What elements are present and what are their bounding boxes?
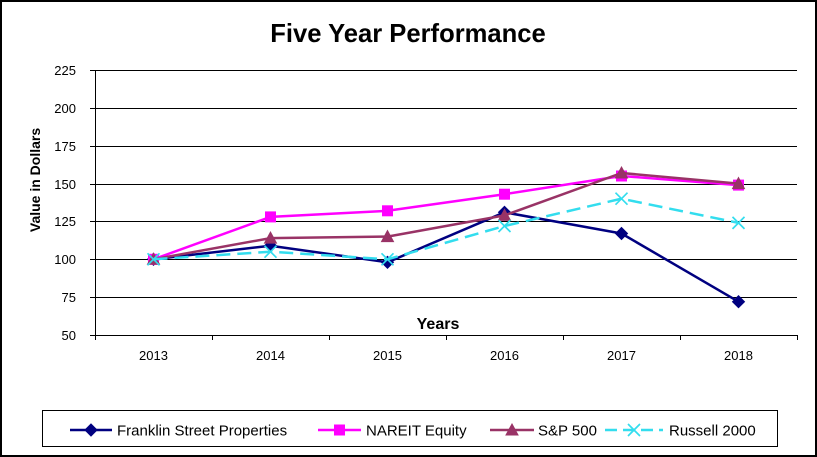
- y-tick-label: 75: [62, 290, 76, 305]
- legend-item: Franklin Street Properties: [70, 423, 287, 440]
- legend-marker: [334, 424, 345, 436]
- russell-2000-point: [731, 216, 746, 230]
- russell-2000-series: [146, 192, 746, 266]
- x-tick-label: 2016: [490, 348, 519, 363]
- y-tick-label: 150: [54, 177, 76, 192]
- legend-item: Russell 2000: [605, 423, 756, 440]
- legend-label: S&P 500: [538, 423, 597, 440]
- s-p-500-point: [380, 229, 395, 243]
- plot-series: [146, 165, 746, 309]
- x-tick-label: 2017: [607, 348, 636, 363]
- axes: 50 75 100 125 150 175 200 225 2013 2014 2015 2016 20…: [54, 63, 798, 363]
- y-tick-label: 100: [54, 252, 76, 267]
- nareit-equity-point: [499, 188, 510, 200]
- legend-item: S&P 500: [490, 423, 597, 440]
- russell-2000-point: [497, 219, 512, 233]
- russell-2000-point: [146, 252, 161, 266]
- nareit-equity-line: [153, 174, 739, 261]
- russell-2000-point: [380, 252, 395, 266]
- y-tick-label: 50: [62, 328, 76, 343]
- y-tick-label: 125: [54, 214, 76, 229]
- x-axis-title: Years: [417, 316, 460, 333]
- franklin-street-properties-point: [614, 226, 629, 241]
- nareit-equity-point: [382, 205, 393, 217]
- s-p-500-point: [614, 165, 629, 179]
- nareit-equity-point: [265, 211, 276, 223]
- x-tick-label: 2014: [256, 348, 285, 363]
- legend: Franklin Street Properties NAREIT Equity S…: [42, 410, 778, 447]
- franklin-street-properties-series: [146, 205, 746, 309]
- s-p-500-point: [497, 208, 512, 221]
- franklin-street-properties-line: [153, 211, 740, 303]
- s-p-500-point: [731, 176, 746, 190]
- x-tick-label: 2015: [373, 348, 402, 363]
- chart-title: Five Year Performance: [270, 20, 546, 48]
- y-tick-label: 200: [54, 101, 76, 116]
- legend-marker: [505, 422, 519, 436]
- s-p-500-line: [153, 171, 739, 261]
- franklin-street-properties-point: [731, 294, 746, 309]
- legend-label: NAREIT Equity: [366, 423, 467, 440]
- legend-box: [42, 410, 778, 447]
- russell-2000-point: [263, 245, 278, 259]
- y-axis-title: Value in Dollars: [27, 128, 43, 232]
- russell-2000-line: [153, 197, 739, 261]
- s-p-500-point: [263, 231, 278, 244]
- y-tick-label: 225: [54, 63, 76, 78]
- legend-marker: [84, 423, 98, 437]
- x-tick-label: 2013: [139, 348, 168, 363]
- gridlines: [95, 70, 797, 298]
- legend-item: NAREIT Equity: [318, 423, 467, 440]
- russell-2000-point: [614, 192, 629, 206]
- legend-label: Franklin Street Properties: [117, 423, 287, 440]
- legend-label: Russell 2000: [669, 423, 756, 440]
- legend-marker: [627, 423, 641, 437]
- y-tick-label: 175: [54, 139, 76, 154]
- x-tick-label: 2018: [724, 348, 753, 363]
